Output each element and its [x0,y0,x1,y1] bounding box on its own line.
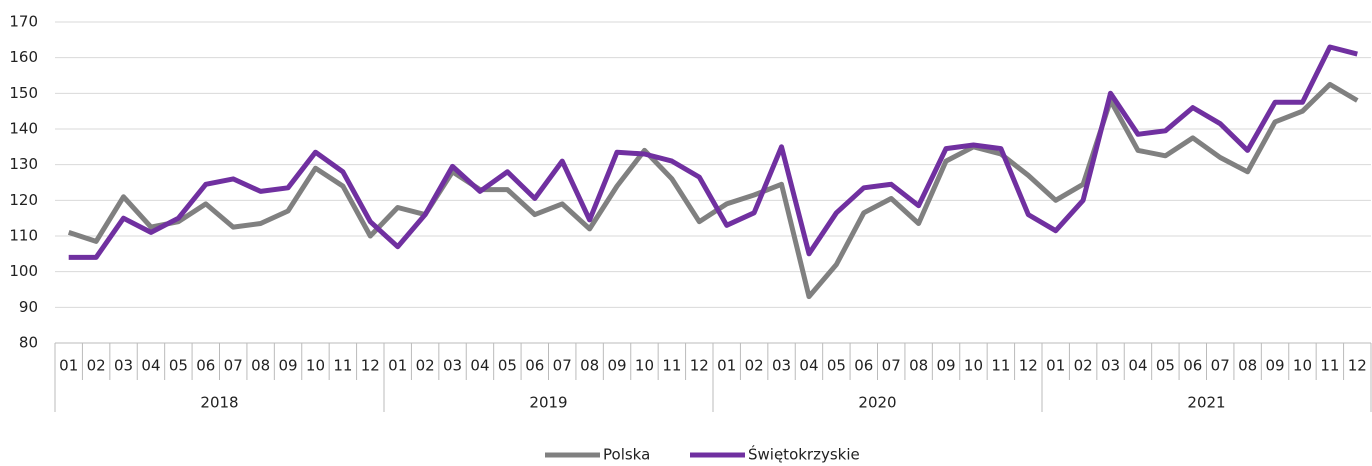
y-tick-label: 80 [19,334,38,352]
year-label: 2021 [1187,394,1225,412]
x-tick-label: 03 [1101,357,1120,375]
x-tick-label: 11 [662,357,681,375]
x-tick-label: 03 [443,357,462,375]
x-tick-label: 11 [991,357,1010,375]
x-tick-label: 12 [1348,357,1367,375]
x-tick-label: 09 [936,357,955,375]
x-tick-label: 06 [854,357,873,375]
x-tick-label: 04 [470,357,489,375]
data-line [67,81,1359,300]
year-label: 2020 [858,394,896,412]
x-tick-label: 12 [361,357,380,375]
y-tick-label: 110 [9,227,38,245]
x-tick-label: 06 [525,357,544,375]
x-tick-label: 07 [1211,357,1230,375]
x-tick-label: 11 [1320,357,1339,375]
x-tick-label: 04 [799,357,818,375]
x-tick-label: 10 [306,357,325,375]
x-tick-label: 01 [388,357,407,375]
x-tick-label: 03 [772,357,791,375]
legend-label: Polska [603,446,650,464]
x-tick-label: 01 [1046,357,1065,375]
x-tick-label: 01 [59,357,78,375]
x-tick-label: 05 [169,357,188,375]
x-tick-label: 02 [416,357,435,375]
y-tick-label: 150 [9,84,38,102]
x-tick-label: 12 [1019,357,1038,375]
x-tick-label: 08 [251,357,270,375]
x-tick-label: 10 [635,357,654,375]
x-tick-label: 08 [909,357,928,375]
x-tick-label: 05 [827,357,846,375]
x-tick-label: 06 [1183,357,1202,375]
y-tick-label: 100 [9,262,38,280]
y-tick-label: 90 [19,298,38,316]
x-tick-label: 06 [196,357,215,375]
year-label: 2018 [200,394,238,412]
x-tick-label: 04 [1128,357,1147,375]
x-tick-label: 12 [690,357,709,375]
x-tick-label: 08 [1238,357,1257,375]
x-tick-label: 05 [1156,357,1175,375]
x-tick-label: 09 [278,357,297,375]
x-tick-label: 08 [580,357,599,375]
y-tick-label: 130 [9,155,38,173]
y-tick-label: 120 [9,191,38,209]
x-tick-label: 07 [224,357,243,375]
x-tick-label: 07 [553,357,572,375]
legend-label: Świętokrzyskie [748,445,860,464]
x-tick-label: 10 [964,357,983,375]
x-tick-label: 04 [141,357,160,375]
x-tick-label: 11 [333,357,352,375]
x-tick-label: 03 [114,357,133,375]
x-tick-label: 10 [1293,357,1312,375]
x-tick-label: 02 [1074,357,1093,375]
x-tick-label: 07 [882,357,901,375]
y-tick-label: 140 [9,120,38,138]
x-tick-label: 01 [717,357,736,375]
x-tick-label: 05 [498,357,517,375]
x-tick-label: 09 [1265,357,1284,375]
x-tick-label: 09 [607,357,626,375]
year-label: 2019 [529,394,567,412]
x-tick-label: 02 [87,357,106,375]
y-tick-label: 170 [9,13,38,31]
x-tick-label: 02 [745,357,764,375]
data-line [68,44,1358,260]
y-tick-label: 160 [9,48,38,66]
